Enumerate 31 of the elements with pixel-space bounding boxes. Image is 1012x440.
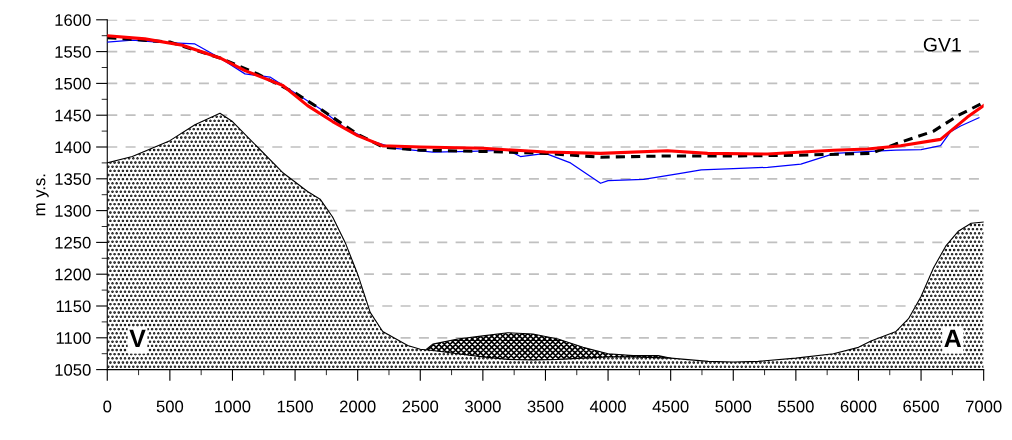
x-tick-label: 1500 <box>277 400 313 413</box>
y-tick-label: 1350 <box>55 173 91 185</box>
y-tick-label: 1050 <box>55 364 91 376</box>
x-tick-label: 4000 <box>589 400 626 413</box>
x-tick-label: 3500 <box>527 400 564 413</box>
y-tick-label: 1200 <box>55 268 91 281</box>
y-tick-label: 1300 <box>55 205 91 217</box>
x-tick-label: 3000 <box>464 400 501 413</box>
x-tick-label: 5500 <box>778 400 814 413</box>
x-tick-label: 6500 <box>903 400 939 413</box>
x-tick-label: 500 <box>156 400 184 413</box>
y-tick-label: 1600 <box>55 14 91 26</box>
x-tick-label: 1000 <box>215 400 251 413</box>
y-axis-title: m y.s. <box>36 174 49 216</box>
y-tick-label: 1150 <box>56 300 91 313</box>
x-tick-label: 4500 <box>652 400 689 413</box>
x-tick-label: 2000 <box>339 400 376 413</box>
y-tick-label: 1100 <box>56 332 91 344</box>
y-tick-label: 1400 <box>55 141 91 154</box>
y-tick-label: 1250 <box>55 236 91 249</box>
y-tick-label: 1550 <box>55 46 91 58</box>
annotation: V <box>129 329 146 347</box>
text: GV1 <box>923 37 961 52</box>
x-tick-label: 5000 <box>715 400 752 413</box>
y-tick-label: 1500 <box>55 77 91 90</box>
annotation: A <box>944 329 962 347</box>
x-tick-label: 6000 <box>840 400 877 413</box>
x-tick-label: 2500 <box>402 400 439 413</box>
y-tick-label: 1450 <box>55 109 91 122</box>
x-tick-label: 0 <box>103 400 112 413</box>
x-tick-label: 7000 <box>965 400 1002 413</box>
